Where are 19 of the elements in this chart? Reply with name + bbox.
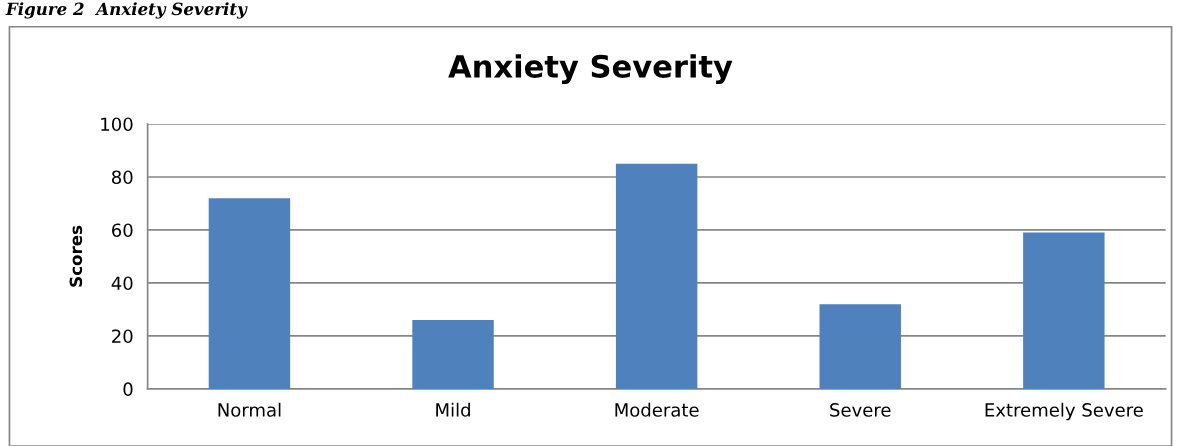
y-tick-label: 80 <box>111 170 133 185</box>
x-tick-label: Severe <box>830 403 891 417</box>
y-tick-label: 100 <box>101 117 133 132</box>
x-tick-label: Extremely Severe <box>985 402 1143 421</box>
y-axis-title: Scores <box>69 225 83 287</box>
y-tick-label: 40 <box>111 276 133 291</box>
x-tick-label: Moderate <box>615 402 699 417</box>
caption: Figure 2 Anxiety Severity <box>5 2 248 19</box>
y-tick-label: 0 <box>123 382 133 397</box>
bar <box>208 198 291 389</box>
x-tick-label: Mild <box>436 402 470 417</box>
bar <box>615 163 698 389</box>
y-tick-label: 60 <box>112 223 133 238</box>
chart-title: Anxiety Severity <box>448 54 733 85</box>
bar <box>1023 232 1105 389</box>
x-tick-label: Normal <box>218 402 281 417</box>
bar <box>819 304 901 389</box>
bar <box>412 320 494 389</box>
y-tick-label: 20 <box>112 329 133 344</box>
